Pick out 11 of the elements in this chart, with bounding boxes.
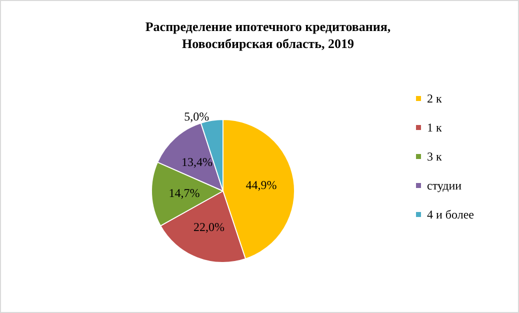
chart-title: Распределение ипотечного кредитования, Новосибирская область, 2019 bbox=[145, 19, 391, 51]
data-label: 14,7% bbox=[168, 186, 200, 200]
data-label: 5,0% bbox=[184, 109, 210, 124]
legend-label: 2 к bbox=[427, 92, 442, 106]
legend-label: 4 и более bbox=[427, 208, 474, 222]
legend-label: студии bbox=[427, 178, 462, 192]
data-label: 44,9% bbox=[246, 178, 277, 192]
legend-label: 1 к bbox=[427, 120, 442, 134]
legend-label: 3 к bbox=[427, 150, 442, 164]
data-label: 13,4% bbox=[182, 155, 212, 170]
data-label: 22,0% bbox=[193, 220, 224, 234]
